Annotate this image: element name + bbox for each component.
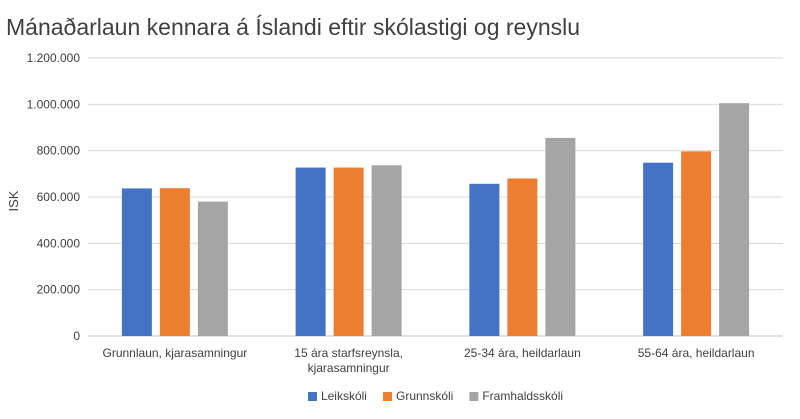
bar-grunnskóli bbox=[159, 188, 190, 336]
legend-swatch-leikskóli bbox=[307, 392, 317, 401]
bar-grunnskóli bbox=[333, 167, 364, 336]
x-tick-label: kjarasamningur bbox=[308, 361, 390, 375]
legend-label-grunnskóli: Grunnskóli bbox=[396, 389, 453, 403]
legend-label-leikskóli: Leikskóli bbox=[321, 389, 367, 403]
bar-leikskóli bbox=[643, 162, 674, 336]
bar-leikskóli bbox=[121, 188, 152, 336]
bar-leikskóli bbox=[295, 167, 326, 336]
legend-label-framhaldsskóli: Framhaldsskóli bbox=[482, 389, 563, 403]
bar-framhaldsskóli bbox=[371, 165, 402, 336]
legend-swatch-grunnskóli bbox=[382, 392, 392, 401]
bar-framhaldsskóli bbox=[719, 103, 750, 336]
bar-grunnskóli bbox=[681, 151, 712, 336]
bar-leikskóli bbox=[469, 183, 500, 336]
y-tick-label: 800.000 bbox=[37, 144, 81, 158]
bar-framhaldsskóli bbox=[545, 137, 576, 336]
y-tick-label: 200.000 bbox=[37, 283, 81, 297]
x-tick-label: Grunnlaun, kjarasamningur bbox=[103, 346, 248, 360]
x-tick-label: 15 ára starfsreynsla, bbox=[294, 346, 403, 360]
chart-title: Mánaðarlaun kennara á Íslandi eftir skól… bbox=[6, 14, 580, 40]
bar-grunnskóli bbox=[507, 178, 538, 336]
y-tick-label: 1.200.000 bbox=[27, 51, 81, 65]
x-tick-label: 55-64 ára, heildarlaun bbox=[638, 346, 755, 360]
y-tick-label: 600.000 bbox=[37, 190, 81, 204]
bar-framhaldsskóli bbox=[197, 201, 228, 336]
legend-swatch-framhaldsskóli bbox=[469, 392, 479, 401]
y-tick-label: 1.000.000 bbox=[27, 97, 81, 111]
y-tick-label: 0 bbox=[73, 329, 80, 343]
y-axis-label: ISK bbox=[6, 190, 21, 211]
y-tick-label: 400.000 bbox=[37, 236, 81, 250]
x-tick-label: 25-34 ára, heildarlaun bbox=[464, 346, 581, 360]
